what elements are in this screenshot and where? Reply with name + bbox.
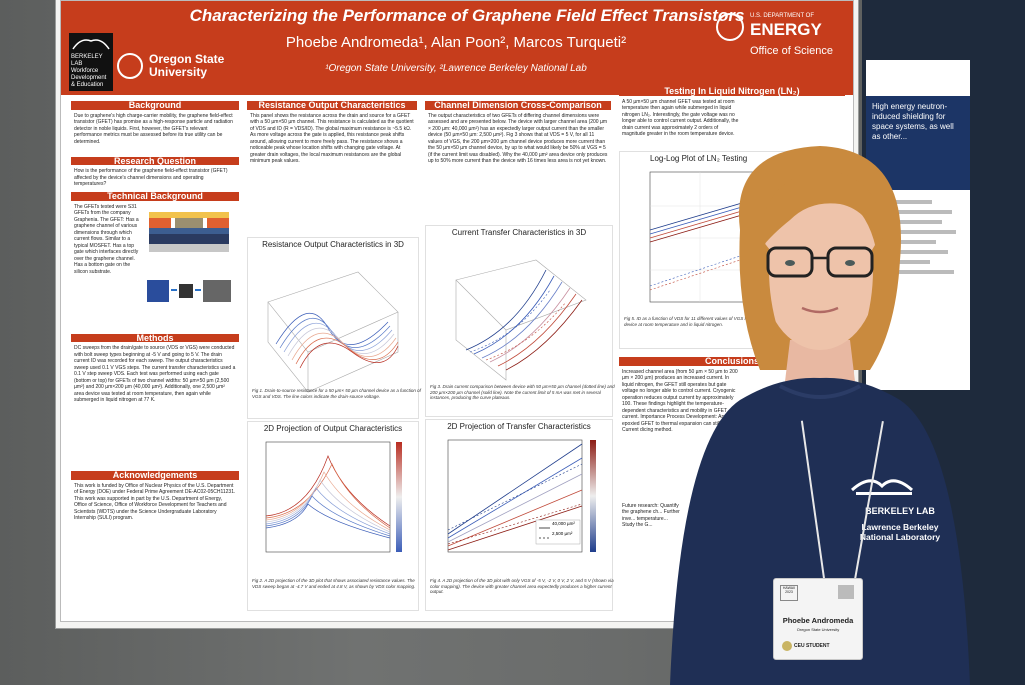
doe-logo: U.S. DEPARTMENT OF ENERGY Office of Scie… <box>716 11 846 59</box>
fig2-projection-plot <box>265 441 402 553</box>
fig3-surface-plot <box>455 259 587 381</box>
badge-sponsor-logo <box>838 585 854 599</box>
resistance-output-heading: Resistance Output Characteristics <box>247 101 417 110</box>
fig4-title: 2D Projection of Transfer Characteristic… <box>447 422 591 431</box>
research-question-heading: Research Question <box>71 156 239 165</box>
fig4-caption: Fig 4. A 2D projection of the 3D plot wi… <box>430 578 614 594</box>
shirt-logo-line2: Lawrence Berkeley National Laboratory <box>859 522 941 542</box>
fig4-legend-b: 2,500 µm² <box>552 531 573 536</box>
conclusions-block: Conclusions Increased channel area (from… <box>619 357 845 567</box>
poster-header: BERKELEY LAB Workforce Development & Edu… <box>61 1 853 95</box>
fig1-title: Resistance Output Characteristics in 3D <box>262 240 404 249</box>
poster-title: Characterizing the Performance of Graphe… <box>189 6 745 25</box>
badge-org: Oregon State University <box>796 627 840 632</box>
figure-1: Resistance Output Characteristics in 3D … <box>247 237 421 419</box>
berkeley-lab-logo-text: BERKELEY LAB Workforce Development & Edu… <box>71 54 107 88</box>
ln2-heading: Testing In Liquid Nitrogen (LN₂) <box>619 87 845 96</box>
poster-column-3: Channel Dimension Cross-Comparison The o… <box>425 101 611 235</box>
person-figure <box>670 146 970 685</box>
doe-line2: ENERGY <box>750 20 822 39</box>
doe-seal-icon <box>716 13 744 41</box>
gfet-schematic <box>147 211 231 302</box>
conclusions-heading: Conclusions <box>619 357 845 366</box>
badge-event-logo: HAWAII 2023 <box>780 585 798 601</box>
fig2-title: 2D Projection of Output Characteristics <box>263 424 403 433</box>
doe-line1: U.S. DEPARTMENT OF <box>750 13 815 19</box>
fig2-caption: Fig 2. A 2D projection of the 3D plot th… <box>252 578 416 589</box>
conclusions-text: Increased channel area (from 50 µm × 50 … <box>622 368 740 434</box>
resistance-output-text: This panel shows the resistance across t… <box>250 112 414 165</box>
poster-affiliations: ¹Oregon State University, ²Lawrence Berk… <box>325 63 587 74</box>
acknowledgements-text: This work is funded by Office of Nuclear… <box>74 482 236 522</box>
name-badge: HAWAII 2023 Phoebe Andromeda Oregon Stat… <box>773 578 863 660</box>
shirt-logo-line1: BERKELEY LAB <box>865 506 935 516</box>
fig1-caption: Fig 1. Drain-to-source resistance for a … <box>252 388 421 399</box>
badge-role: CEU STUDENT <box>794 643 830 649</box>
methods-text: DC sweeps from the drain/gate to source … <box>74 345 236 403</box>
fig4-legend-a: 40,000 µm² <box>552 521 575 526</box>
future-research-text: Future research: Quantify the graphene c… <box>622 502 680 529</box>
fig3-caption: Fig 3. Drain current comparison between … <box>430 384 615 400</box>
figure-3: Current Transfer Characteristics in 3D <box>425 225 615 417</box>
oregon-state-logo: Oregon State University <box>117 49 227 89</box>
poster-authors: Phoebe Andromeda¹, Alan Poon², Marcos Tu… <box>285 34 627 51</box>
fig4-projection-plot <box>447 439 596 553</box>
berkeley-lab-logo: BERKELEY LAB Workforce Development & Edu… <box>69 33 113 91</box>
fig3-title: Current Transfer Characteristics in 3D <box>451 228 587 237</box>
osu-name: Oregon State University <box>149 52 225 79</box>
ln2-text: A 50 µm×50 µm channel GFET was tested at… <box>622 98 739 138</box>
technical-background-heading: Technical Background <box>71 192 239 201</box>
fig1-surface-plot <box>267 271 399 393</box>
poster-column-2: Resistance Output Characteristics This p… <box>247 101 417 235</box>
fig5-caption: Fig 5. ID as a function of VDS for 11 di… <box>624 316 770 327</box>
badge-name: Phoebe Andromeda <box>782 616 854 625</box>
doe-line3: Office of Science <box>750 45 833 57</box>
osu-seal-icon <box>117 53 143 79</box>
poster-column-1: Background Due to graphene's high charge… <box>71 101 239 547</box>
figure-2: 2D Projection of Output Characteristics <box>247 421 419 611</box>
methods-heading: Methods <box>71 333 239 342</box>
acknowledgements-heading: Acknowledgements <box>71 471 239 480</box>
poster-column-4: Testing In Liquid Nitrogen (LN₂) A 50 µm… <box>619 87 845 153</box>
figure-4: 2D Projection of Transfer Characteristic… <box>425 419 614 611</box>
fig5-title: Log-Log Plot of LN₂ Testing <box>650 154 748 163</box>
research-question-text: How is the performance of the graphene f… <box>74 168 228 187</box>
badge-seal-icon <box>782 641 792 651</box>
background-text: Due to graphene's high charge-carrier mo… <box>74 112 233 145</box>
technical-background-block: The GFETs tested were S31 GFETs from the… <box>71 204 239 334</box>
channel-dimension-text: The output characteristics of two GFETs … <box>428 112 608 165</box>
technical-background-text: The GFETs tested were S31 GFETs from the… <box>74 203 139 275</box>
background-heading: Background <box>71 101 239 110</box>
channel-dimension-heading: Channel Dimension Cross-Comparison <box>425 101 611 110</box>
